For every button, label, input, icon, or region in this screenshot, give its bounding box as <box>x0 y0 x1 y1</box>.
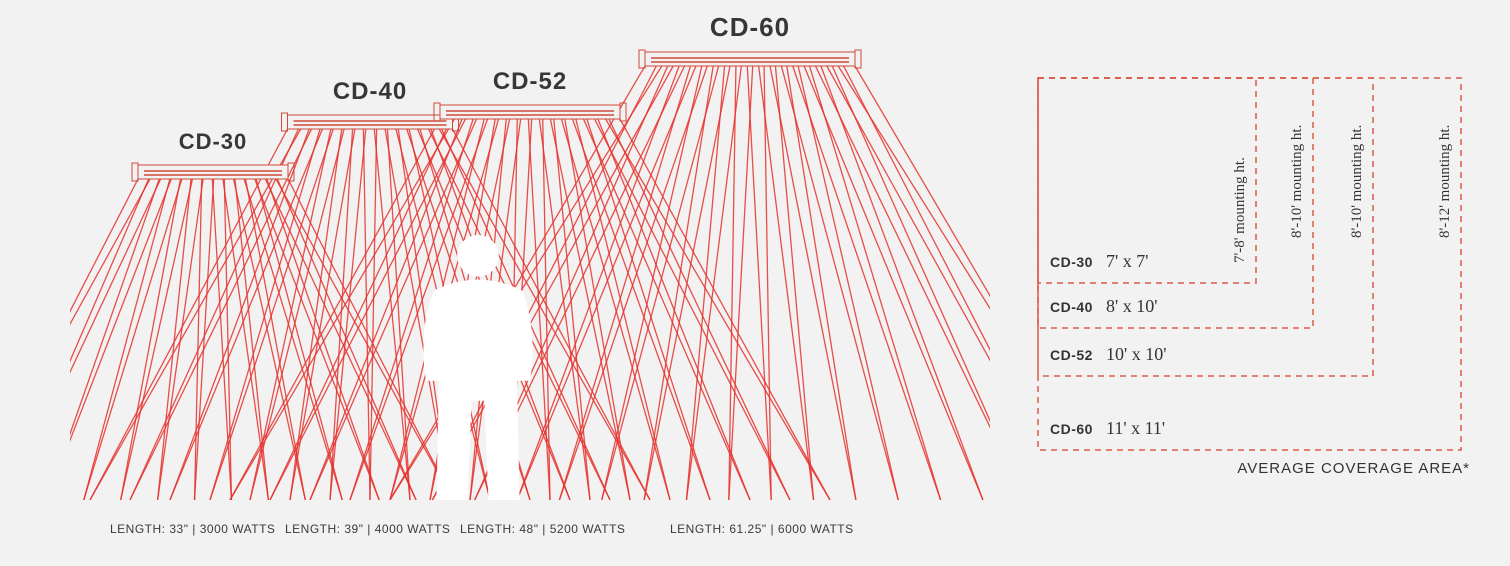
coverage-box-CD-40 <box>1038 78 1313 328</box>
mount-label-CD-30: 7'-8' mounting ht. <box>1232 157 1248 263</box>
heater-unit-cd30: CD-30 <box>132 129 294 181</box>
heater-unit-cd52: CD-52 <box>434 68 626 121</box>
heater-title-cd52: CD-52 <box>493 68 567 95</box>
spec-labels: LENGTH: 33" | 3000 WATTS LENGTH: 39" | 40… <box>80 522 980 552</box>
person-silhouette <box>423 235 532 500</box>
heater-coverage-diagram: CD-30 CD-40 CD-52 CD-60 LENGTH: 33" | 3000 … <box>0 0 1510 566</box>
coverage-dims-CD-30: 7' x 7' <box>1106 251 1149 271</box>
coverage-model-CD-60: CD-60 <box>1050 421 1093 437</box>
coverage-model-CD-52: CD-52 <box>1050 347 1093 363</box>
spec-cd40: LENGTH: 39" | 4000 WATTS <box>285 522 450 536</box>
coverage-dims-CD-52: 10' x 10' <box>1106 344 1167 364</box>
heater-title-cd40: CD-40 <box>333 78 407 105</box>
mount-label-CD-60: 8'-12' mounting ht. <box>1437 125 1453 238</box>
coverage-dims-CD-40: 8' x 10' <box>1106 296 1158 316</box>
mount-label-CD-40: 8'-10' mounting ht. <box>1289 125 1305 238</box>
coverage-caption: AVERAGE COVERAGE AREA* <box>1030 460 1470 477</box>
spec-cd30: LENGTH: 33" | 3000 WATTS <box>110 522 275 536</box>
coverage-svg: 7'-8' mounting ht. CD-30 7' x 7' 8'-10' mou… <box>1030 70 1470 470</box>
heater-cd30 <box>70 179 453 500</box>
coverage-box-CD-52 <box>1038 78 1373 376</box>
spec-cd60: LENGTH: 61.25" | 6000 WATTS <box>670 522 854 536</box>
coverage-box-CD-60 <box>1038 78 1461 450</box>
heater-unit-cd40: CD-40 <box>282 78 459 131</box>
spec-cd52: LENGTH: 48" | 5200 WATTS <box>460 522 625 536</box>
heater-unit-cd60: CD-60 <box>639 12 861 68</box>
beam-diagram-area: CD-30 CD-40 CD-52 CD-60 <box>70 10 990 510</box>
heater-title-cd60: CD-60 <box>710 12 790 42</box>
coverage-panel: 7'-8' mounting ht. CD-30 7' x 7' 8'-10' mou… <box>1030 70 1470 470</box>
coverage-dims-CD-60: 11' x 11' <box>1106 418 1165 438</box>
mount-label-CD-52: 8'-10' mounting ht. <box>1349 125 1365 238</box>
coverage-model-CD-40: CD-40 <box>1050 299 1093 315</box>
coverage-model-CD-30: CD-30 <box>1050 254 1093 270</box>
beam-svg: CD-30 CD-40 CD-52 CD-60 <box>70 10 990 520</box>
heater-title-cd30: CD-30 <box>179 129 248 154</box>
